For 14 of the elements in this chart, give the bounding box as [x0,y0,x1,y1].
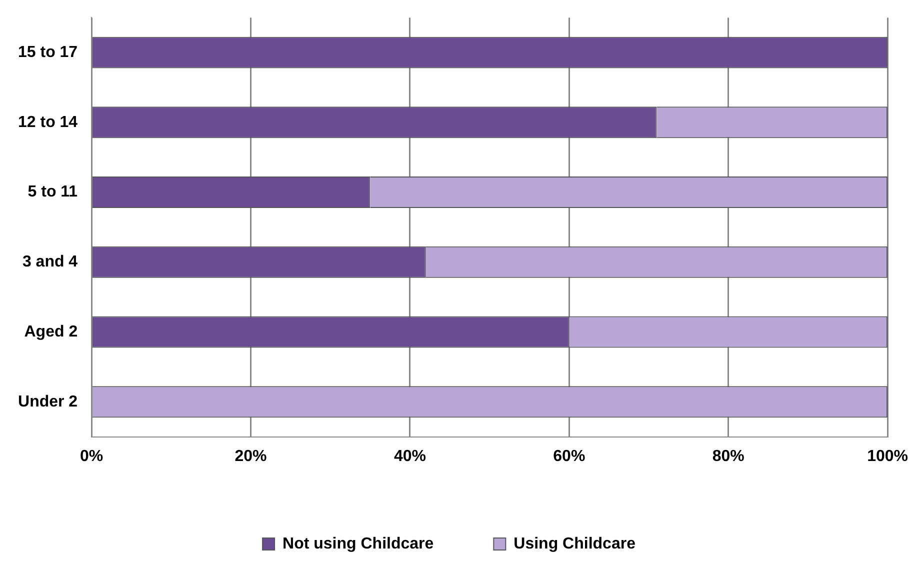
y-tick-label: 12 to 14 [18,114,78,131]
x-tick-label: 80% [712,448,744,465]
y-tick-label: Aged 2 [24,323,78,340]
x-tick-label: 100% [867,448,908,465]
legend-label: Not using Childcare [282,535,434,552]
y-tick-label: 15 to 17 [18,44,78,61]
y-tick-label: 3 and 4 [22,254,78,271]
x-tick-label: 20% [234,448,267,465]
y-tick-label: Under 2 [18,393,78,410]
x-tick-label: 60% [553,448,586,465]
legend-label: Using Childcare [514,535,636,552]
x-tick-label: 40% [394,448,426,465]
y-tick-label: 5 to 11 [28,184,78,201]
x-tick-label: 0% [80,448,104,465]
